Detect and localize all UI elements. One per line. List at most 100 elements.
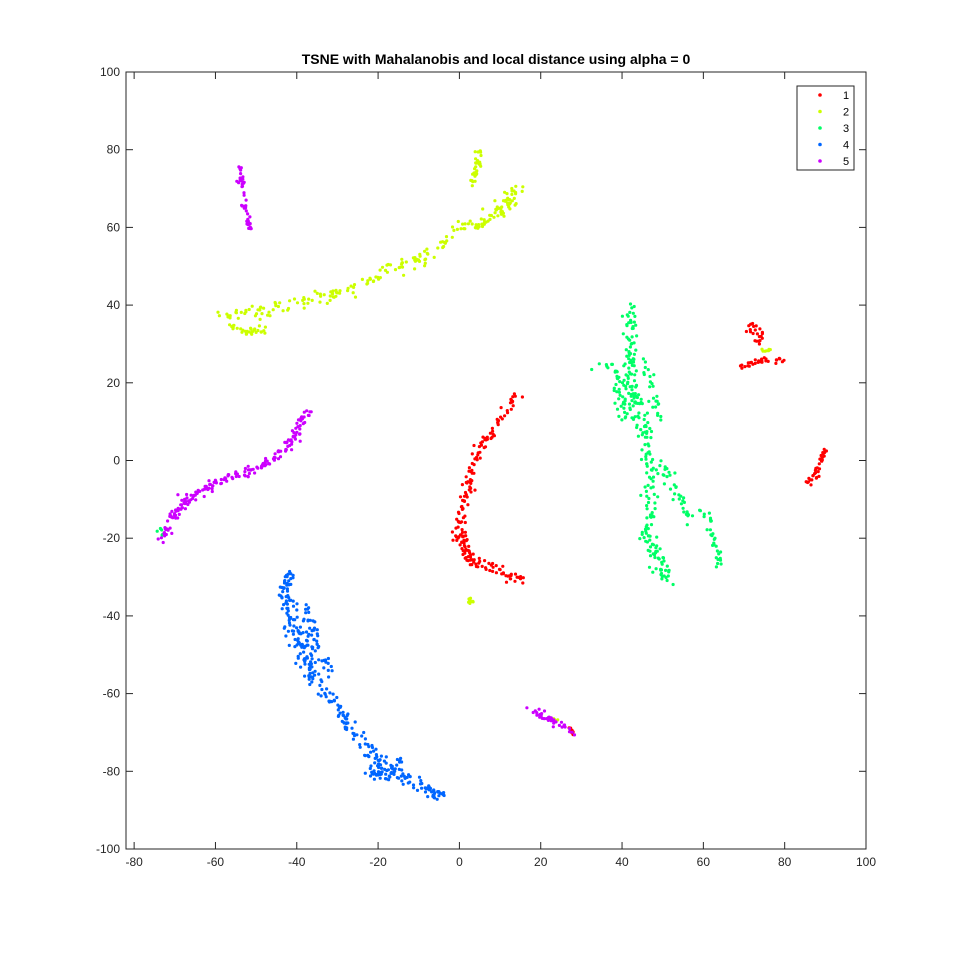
data-point <box>758 327 762 331</box>
data-point <box>705 528 709 532</box>
data-point <box>491 569 495 574</box>
data-point <box>509 572 513 576</box>
data-point <box>423 264 427 268</box>
data-point <box>752 324 756 328</box>
data-point <box>649 460 653 464</box>
data-point <box>384 772 388 776</box>
data-point <box>710 534 714 538</box>
data-point <box>682 496 686 500</box>
data-point <box>328 294 332 298</box>
data-point <box>499 210 503 214</box>
data-point <box>248 215 252 219</box>
data-point <box>645 430 649 434</box>
data-point <box>426 795 430 799</box>
data-point <box>760 347 764 351</box>
data-point <box>331 692 335 696</box>
data-point <box>316 692 320 696</box>
data-point <box>162 532 166 536</box>
data-point <box>295 615 299 619</box>
data-point <box>617 387 621 391</box>
data-point <box>343 725 347 729</box>
data-point <box>217 314 221 318</box>
data-point <box>469 490 473 494</box>
data-point <box>294 661 298 666</box>
data-point <box>659 414 663 419</box>
data-point <box>464 480 468 485</box>
legend-marker-3 <box>818 126 822 130</box>
data-point <box>313 289 317 293</box>
x-tick-label: -60 <box>207 855 225 869</box>
data-point <box>702 515 706 519</box>
data-point <box>330 700 334 704</box>
data-point <box>268 462 272 466</box>
data-point <box>489 436 493 441</box>
data-point <box>368 766 372 771</box>
data-point <box>244 308 248 312</box>
data-point <box>760 360 764 364</box>
data-point <box>262 306 266 310</box>
data-point <box>194 498 198 502</box>
data-point <box>180 506 184 510</box>
data-point <box>630 326 634 331</box>
data-point <box>456 510 461 514</box>
data-point <box>368 276 372 280</box>
legend-marker-4 <box>818 142 822 147</box>
data-point <box>615 390 619 394</box>
data-point <box>665 564 669 568</box>
data-point <box>505 192 509 196</box>
data-point <box>310 665 314 669</box>
data-point <box>480 440 484 444</box>
data-point <box>393 769 397 773</box>
data-point <box>483 436 487 440</box>
data-point <box>256 328 260 333</box>
data-point <box>778 357 782 361</box>
data-point <box>307 606 311 610</box>
data-point <box>458 533 463 537</box>
data-point <box>292 624 296 628</box>
data-point <box>472 463 476 467</box>
data-point <box>664 568 668 573</box>
data-point <box>466 503 470 507</box>
data-point <box>280 595 284 600</box>
data-point <box>185 492 189 497</box>
data-point <box>351 291 355 295</box>
data-point <box>263 331 267 335</box>
data-point <box>780 360 785 364</box>
data-point <box>291 604 296 608</box>
data-point <box>306 618 310 622</box>
data-point <box>444 235 449 239</box>
data-point <box>644 457 648 461</box>
data-point <box>645 494 649 498</box>
data-point <box>350 726 354 730</box>
data-point <box>648 385 652 389</box>
data-point <box>510 192 514 196</box>
data-point <box>176 516 180 520</box>
data-point <box>480 564 484 569</box>
data-point <box>668 487 673 491</box>
data-point <box>291 632 295 636</box>
data-point <box>627 353 631 357</box>
data-point <box>624 387 628 391</box>
data-point <box>673 471 677 475</box>
data-point <box>183 497 187 501</box>
data-point <box>286 629 290 633</box>
y-tick-label: 40 <box>107 298 121 312</box>
data-point <box>383 777 388 781</box>
data-point <box>615 370 619 374</box>
data-point <box>295 301 300 305</box>
data-point <box>302 410 306 414</box>
data-point <box>464 547 468 552</box>
data-point <box>478 559 482 564</box>
data-point <box>358 745 362 749</box>
data-point <box>644 529 648 533</box>
data-point <box>560 725 564 729</box>
data-point <box>460 530 465 535</box>
data-point <box>242 473 247 477</box>
data-point <box>372 777 376 781</box>
data-point <box>470 222 474 226</box>
data-point <box>296 656 300 660</box>
data-point <box>307 297 311 301</box>
data-point <box>656 472 660 476</box>
data-point <box>303 674 307 678</box>
data-point <box>393 767 397 771</box>
